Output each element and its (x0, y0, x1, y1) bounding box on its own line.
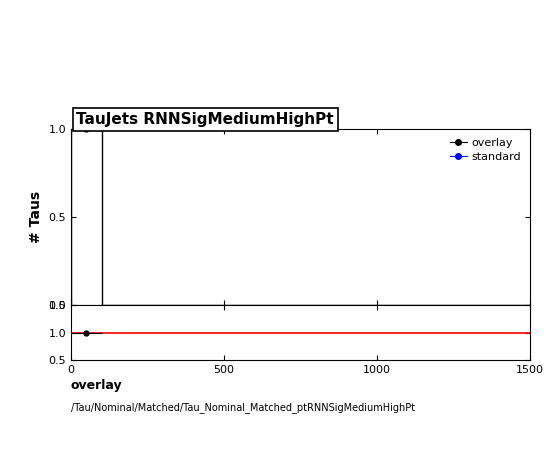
Text: overlay: overlay (71, 379, 123, 392)
Y-axis label: # Taus: # Taus (29, 191, 43, 243)
Legend: overlay, standard: overlay, standard (447, 135, 524, 165)
Text: TauJets RNNSigMediumHighPt: TauJets RNNSigMediumHighPt (76, 112, 334, 127)
Text: /Tau/Nominal/Matched/Tau_Nominal_Matched_ptRNNSigMediumHighPt: /Tau/Nominal/Matched/Tau_Nominal_Matched… (71, 402, 415, 413)
